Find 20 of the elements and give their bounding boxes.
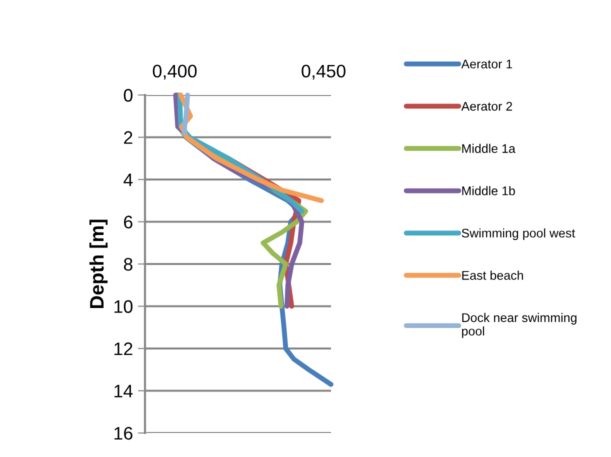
legend-label: Aerator 2 xyxy=(461,102,512,111)
y-tick-label: 8 xyxy=(124,258,132,271)
legend-label: Swimming pool west xyxy=(462,228,576,240)
y-tick-label: 14 xyxy=(114,384,133,398)
x-tick-label: 0,450 xyxy=(302,64,346,80)
legend-label: East beach xyxy=(462,270,523,280)
y-axis-title: Depth [m] xyxy=(89,220,108,308)
x-tick-label: 0,400 xyxy=(152,64,197,80)
y-tick-label: 2 xyxy=(124,131,132,144)
y-tick-label: 0 xyxy=(124,88,132,102)
y-tick-label: 10 xyxy=(114,300,132,313)
y-tick-label: 6 xyxy=(124,216,132,228)
y-tick-label: 12 xyxy=(114,342,132,356)
y-tick-label: 4 xyxy=(124,174,133,186)
legend-label: Aerator 1 xyxy=(461,60,512,68)
line-series xyxy=(182,92,190,136)
legend-label: Middle 1a xyxy=(462,144,516,153)
legend-label: Middle 1b xyxy=(462,186,515,196)
legend-label: Dock near swimming pool xyxy=(462,312,576,338)
y-tick-label: 16 xyxy=(114,426,132,440)
